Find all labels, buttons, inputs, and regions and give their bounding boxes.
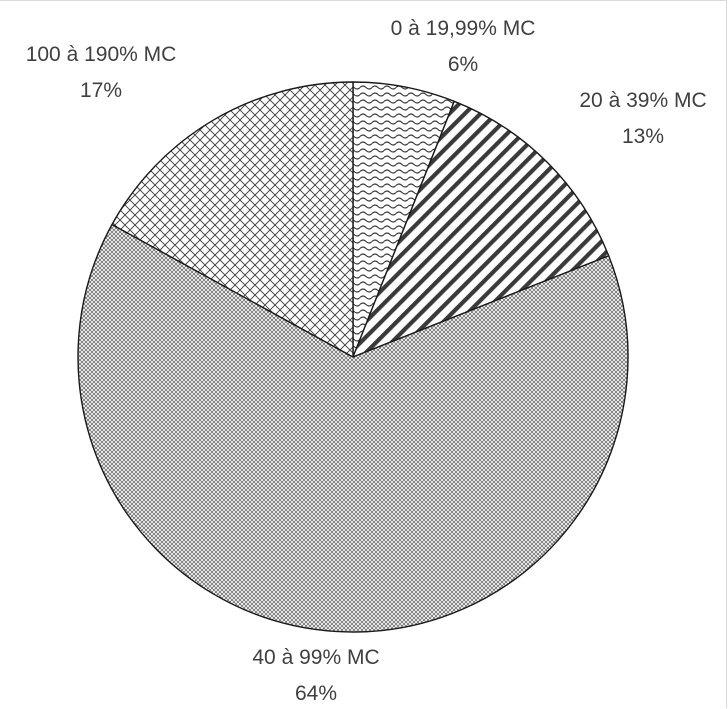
pie-slice-2 bbox=[352, 100, 610, 358]
slice-category-label: 0 à 19,99% MC bbox=[391, 17, 536, 40]
slice-value-label: 64% bbox=[295, 682, 337, 705]
pie-slices bbox=[77, 81, 629, 633]
pie-labels: 0 à 19,99% MC 6% 20 à 39% MC 13% 40 à 99% MC… bbox=[26, 17, 707, 705]
pie-slice-4 bbox=[111, 81, 354, 358]
slice-value-label: 13% bbox=[622, 125, 664, 148]
slice-category-label: 100 à 190% MC bbox=[26, 43, 177, 66]
slice-category-label: 20 à 39% MC bbox=[579, 89, 706, 112]
slice-value-label: 6% bbox=[448, 53, 478, 76]
slice-value-label: 17% bbox=[80, 79, 122, 102]
pie-slice-3 bbox=[77, 223, 629, 633]
slice-category-label: 40 à 99% MC bbox=[252, 646, 379, 669]
